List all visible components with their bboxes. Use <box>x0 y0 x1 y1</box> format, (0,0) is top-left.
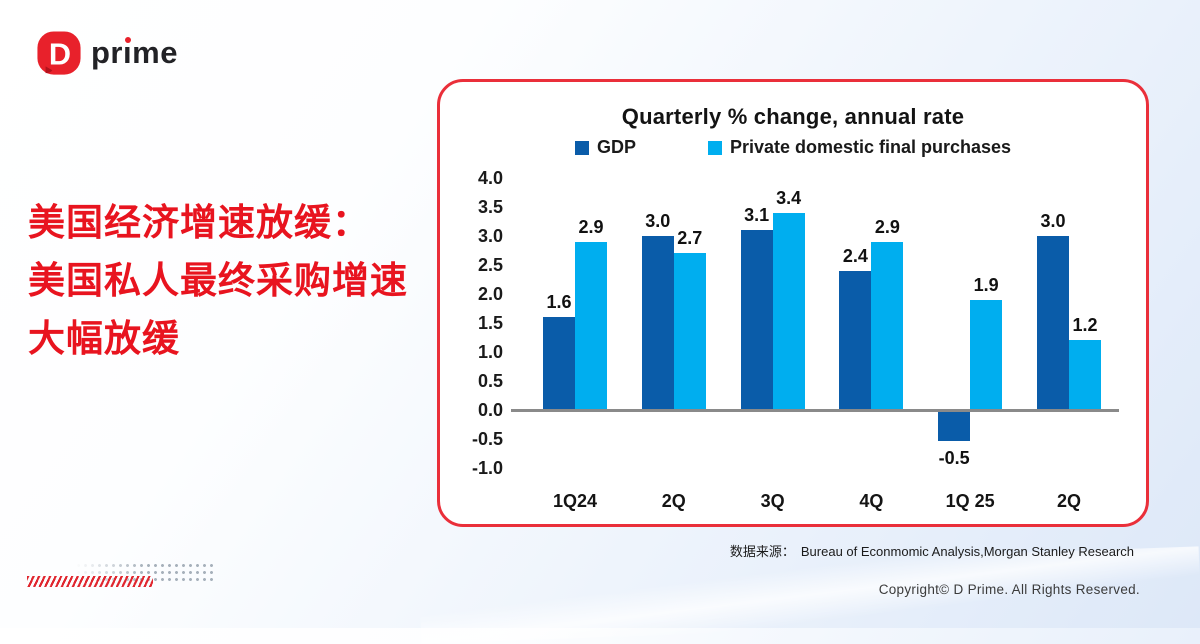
data-source-text: Bureau of Econmomic Analysis,Morgan Stan… <box>800 544 1134 559</box>
x-tick-label: 4Q <box>859 491 884 511</box>
dprime-logo: D pr ı me <box>36 30 178 76</box>
y-tick-label: 0.0 <box>477 400 503 420</box>
data-source-label: 数据来源： <box>729 544 795 559</box>
copyright-line: Copyright© D Prime. All Rights Reserved. <box>878 582 1140 597</box>
y-tick-label: 3.5 <box>477 197 503 217</box>
logo-wordmark: pr ı me <box>91 35 178 71</box>
chart-bar <box>543 317 575 410</box>
bar-value-label: 2.9 <box>874 216 900 237</box>
data-source-line: 数据来源： Bureau of Econmomic Analysis,Morgan… <box>730 541 1134 560</box>
x-tick-label: 1Q24 <box>552 491 598 511</box>
headline: 美国经济增速放缓： 美国私人最终采购增速 大幅放缓 <box>28 194 448 368</box>
bar-value-label: 2.7 <box>677 228 703 249</box>
logo-letter: D <box>49 38 71 72</box>
chart-bar <box>740 230 773 410</box>
logo-word-i: ı <box>123 35 133 70</box>
logo-word-pre: pr <box>91 35 123 70</box>
chart-card: Quarterly % change, annual rate GDP Priva… <box>437 79 1149 527</box>
bar-value-label: 2.9 <box>578 216 604 237</box>
legend-item: Private domestic final purchases <box>707 137 1012 158</box>
chart-bar <box>673 253 706 410</box>
chart-bar <box>575 241 607 410</box>
bar-value-label: 1.2 <box>1072 315 1098 336</box>
decor-red-hatch-bar <box>27 576 153 587</box>
y-tick-label: -0.5 <box>471 429 503 449</box>
x-tick-label: 2Q <box>661 491 686 511</box>
chart-bar <box>1069 340 1101 410</box>
y-tick-label: 1.5 <box>477 313 503 333</box>
y-axis: 4.0 3.5 3.0 2.5 2.0 1.5 1.0 0.5 0.0 -0.5 -1.0 <box>448 168 503 478</box>
legend-swatch-icon <box>707 140 722 155</box>
bar-value-label: 3.4 <box>776 187 802 208</box>
x-tick-label: 2Q <box>1056 491 1081 511</box>
legend-label: GDP <box>596 137 636 157</box>
y-tick-label: 3.0 <box>477 226 503 246</box>
chart-bar <box>1037 236 1069 410</box>
bar-value-label: 3.0 <box>1040 211 1066 231</box>
legend-swatch-icon <box>574 140 589 155</box>
chart-bar <box>641 236 674 410</box>
plot-area: 1.6 2.9 1Q24 3.0 2.7 2Q 3.1 3.4 3Q 2.4 2.9 4Q -0.5 1.… <box>511 178 1119 511</box>
chart-title: Quarterly % change, annual rate <box>621 104 965 129</box>
headline-line-2: 美国私人最终采购增速 <box>28 260 408 301</box>
chart-bar <box>938 412 971 441</box>
headline-line-1: 美国经济增速放缓： <box>28 202 370 243</box>
bar-value-label: 3.1 <box>744 205 770 226</box>
chart-legend: GDP Private domestic final purchases <box>440 137 1146 158</box>
bar-value-label: 1.9 <box>973 274 999 295</box>
y-tick-label: -1.0 <box>471 458 503 478</box>
y-tick-label: 4.0 <box>477 168 503 188</box>
y-tick-label: 2.5 <box>477 255 503 275</box>
legend-label: Private domestic final purchases <box>729 137 1012 157</box>
y-tick-label: 1.0 <box>477 342 503 362</box>
headline-line-3: 大幅放缓 <box>28 318 180 359</box>
logo-word-post: me <box>132 35 178 70</box>
y-tick-label: 0.5 <box>477 371 503 391</box>
x-tick-label: 1Q 25 <box>945 491 995 511</box>
chart-bar <box>772 212 805 410</box>
chart-bar <box>839 270 872 410</box>
bar-value-label: 3.0 <box>645 211 671 231</box>
bar-value-label: 2.4 <box>842 245 868 266</box>
chart-bar <box>970 299 1003 410</box>
chart-bar <box>871 241 904 410</box>
legend-item: GDP <box>574 137 636 158</box>
x-tick-label: 3Q <box>760 491 785 511</box>
dprime-logo-mark-icon: D <box>37 31 81 75</box>
zero-axis-line <box>511 409 1119 412</box>
bar-value-label: -0.5 <box>938 448 970 468</box>
y-tick-label: 2.0 <box>477 284 503 304</box>
bar-value-label: 1.6 <box>546 292 572 313</box>
